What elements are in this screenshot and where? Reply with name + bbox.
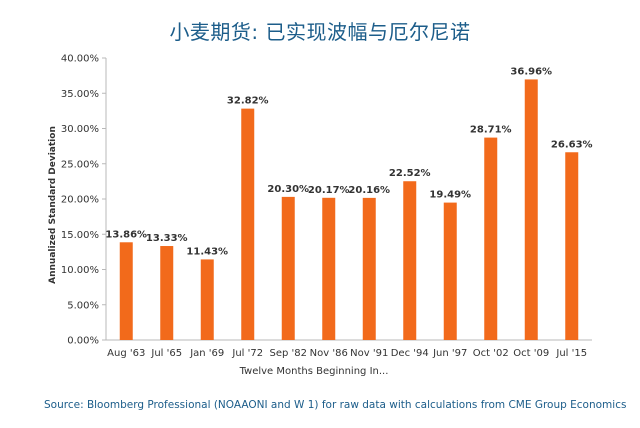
x-tick-label: Oct '09 [513,348,549,359]
x-tick-label: Sep '82 [270,348,308,359]
bar [484,137,498,340]
bar-value-label: 26.63% [551,139,593,150]
bar [322,197,336,340]
bar [362,197,376,340]
x-tick-label: Jul '15 [555,348,587,359]
y-tick-label: 5.00% [67,300,99,311]
bar-value-label: 28.71% [470,125,512,136]
y-tick-label: 35.00% [61,89,99,100]
bar-value-label: 36.96% [510,66,552,77]
x-tick-label: Nov '91 [350,348,388,359]
chart-title: 小麦期货: 已实现波幅与厄尔尼诺 [169,20,471,44]
x-tick-label: Oct '02 [473,348,509,359]
source-note: Source: Bloomberg Professional (NOAAONI … [44,399,627,411]
y-tick-label: 25.00% [61,159,99,170]
bar [241,108,255,340]
x-tick-label: Jan '69 [189,348,224,359]
bar-value-label: 20.30% [267,184,309,195]
bar [403,181,417,340]
y-tick-label: 10.00% [61,265,99,276]
x-tick-label: Dec '94 [391,348,429,359]
y-tick-label: 30.00% [61,124,99,135]
x-tick-label: Jul '65 [150,348,182,359]
bar-value-label: 32.82% [227,96,269,107]
y-tick-label: 0.00% [67,336,99,347]
data-labels: 13.86%13.33% 11.43% 32.82% 20.30%20.17%20.1… [105,66,592,257]
bar [524,79,538,340]
bar [119,242,133,340]
y-axis-ticks: 0.00% 5.00% 10.00% 15.00% 20.00% 25.00% 30.00%… [61,54,106,347]
bar-value-label: 13.33% [146,233,188,244]
x-tick-label: Aug '63 [107,348,145,359]
y-tick-label: 20.00% [61,195,99,206]
x-tick-label: Jun '97 [432,348,467,359]
bar-value-label: 13.86% [105,229,147,240]
x-tick-label: Nov '86 [310,348,348,359]
bar-value-label: 20.16% [348,185,390,196]
y-tick-label: 15.00% [61,230,99,241]
x-tick-label: Jul '72 [231,348,263,359]
bar [160,246,174,340]
bar-value-label: 11.43% [186,246,228,257]
bar [200,259,214,340]
x-axis-ticks: Aug '63 Jul '65 Jan '69 Jul '72 Sep '82 Nov '… [107,348,587,359]
bar [565,152,579,340]
bar-series [119,79,579,340]
bar-value-label: 19.49% [429,190,471,201]
bar-value-label: 20.17% [308,185,350,196]
bar-value-label: 22.52% [389,168,431,179]
y-tick-label: 40.00% [61,54,99,65]
bar [443,202,457,340]
y-axis-label: Annualized Standard Deviation [48,126,58,284]
bar [281,196,295,340]
x-axis-label: Twelve Months Beginning In... [239,366,389,377]
